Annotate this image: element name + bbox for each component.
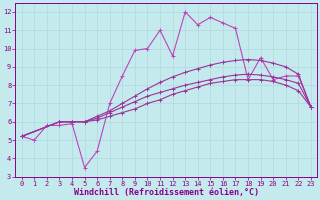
X-axis label: Windchill (Refroidissement éolien,°C): Windchill (Refroidissement éolien,°C) [74,188,259,197]
